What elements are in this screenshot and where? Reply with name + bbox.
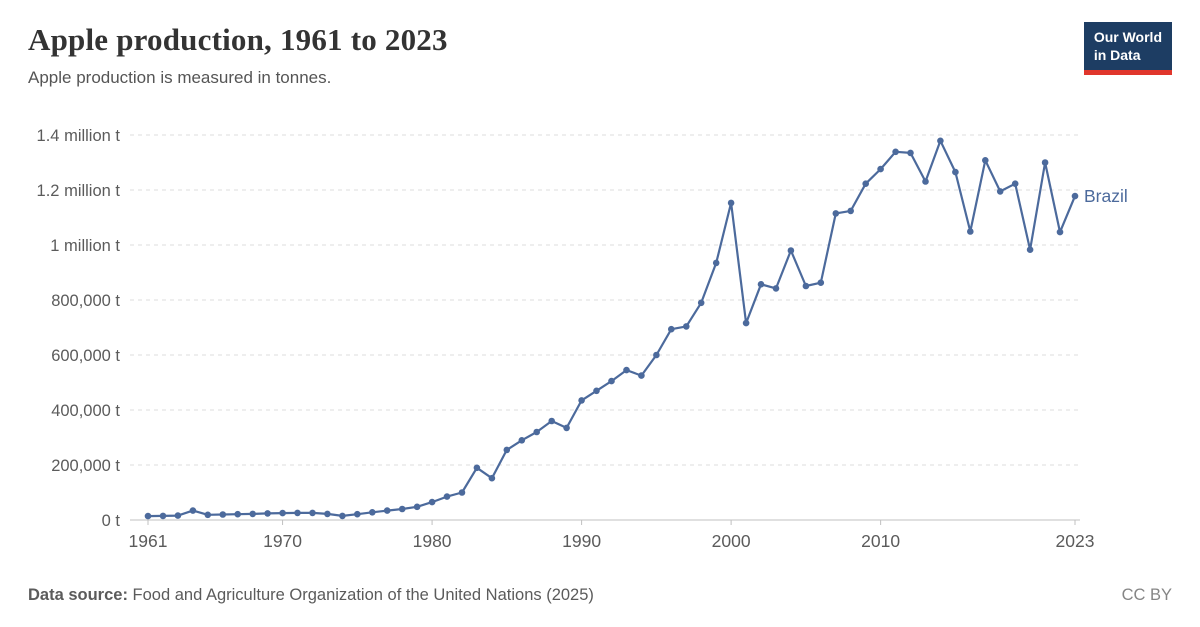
chart-subtitle: Apple production is measured in tonnes. xyxy=(28,68,332,87)
y-axis-label: 1.4 million t xyxy=(37,127,121,145)
data-point xyxy=(1056,228,1064,236)
x-axis-label: 1970 xyxy=(263,531,302,551)
data-source-label: Data source: xyxy=(28,586,128,604)
data-point xyxy=(742,319,750,327)
data-point xyxy=(234,510,241,518)
chart-footer: Data source: Food and Agriculture Organi… xyxy=(28,586,1172,605)
data-point xyxy=(922,178,929,185)
data-point xyxy=(458,489,466,496)
data-point xyxy=(294,509,301,517)
data-point xyxy=(369,509,376,516)
data-point xyxy=(144,512,152,520)
x-axis-label: 2010 xyxy=(861,531,900,551)
owid-logo-line1: Our World xyxy=(1093,29,1162,45)
series-label-brazil: Brazil xyxy=(1084,186,1128,206)
data-point xyxy=(787,247,795,254)
y-axis-label: 1.2 million t xyxy=(37,182,121,200)
data-point xyxy=(324,510,331,518)
data-point xyxy=(383,507,391,514)
data-point xyxy=(967,228,974,235)
data-point xyxy=(503,446,511,454)
data-point xyxy=(428,498,436,506)
owid-logo[interactable]: Our World in Data xyxy=(1083,22,1172,75)
data-point xyxy=(1011,180,1019,187)
data-source: Data source: Food and Agriculture Organi… xyxy=(28,586,594,605)
data-point xyxy=(578,397,585,404)
data-point xyxy=(892,148,899,156)
data-source-text: Food and Agriculture Organization of the… xyxy=(132,586,594,604)
x-axis-label: 1961 xyxy=(129,531,168,551)
data-point xyxy=(443,493,451,500)
data-point xyxy=(473,464,481,472)
y-axis-label: 200,000 t xyxy=(51,457,120,475)
data-point xyxy=(189,507,197,514)
data-point xyxy=(309,509,316,517)
data-point xyxy=(712,259,720,267)
data-point xyxy=(264,510,271,517)
data-point xyxy=(937,137,944,145)
data-point xyxy=(219,511,227,518)
chart-title: Apple production, 1961 to 2023 xyxy=(28,22,448,57)
data-point xyxy=(982,157,989,164)
data-point xyxy=(727,199,735,207)
x-axis-label: 2000 xyxy=(712,531,751,551)
data-point xyxy=(279,509,286,517)
chart-header: Apple production, 1961 to 2023 Apple pro… xyxy=(28,22,1060,88)
x-axis-label: 2023 xyxy=(1056,531,1095,551)
data-point xyxy=(518,437,526,444)
data-point xyxy=(757,281,765,288)
data-point xyxy=(907,149,914,157)
y-axis-label: 400,000 t xyxy=(51,402,120,420)
license-link[interactable]: CC BY xyxy=(1121,586,1172,604)
data-point xyxy=(413,503,421,511)
data-point xyxy=(488,474,496,482)
data-point xyxy=(697,299,705,307)
data-line-brazil xyxy=(146,139,1077,518)
data-point xyxy=(548,417,555,425)
data-point xyxy=(339,512,346,520)
data-point xyxy=(533,428,540,436)
y-axis-label: 600,000 t xyxy=(51,347,120,365)
y-axis-label: 0 t xyxy=(102,512,121,530)
data-point xyxy=(159,512,167,520)
data-point xyxy=(877,165,884,173)
data-point xyxy=(1071,192,1079,200)
y-axis-label: 800,000 t xyxy=(51,292,120,310)
data-point xyxy=(772,285,780,292)
data-point xyxy=(653,351,660,359)
data-point xyxy=(847,207,854,215)
data-point xyxy=(1041,159,1049,166)
owid-logo-line2: in Data xyxy=(1093,46,1141,63)
x-axis-label: 1980 xyxy=(413,531,452,551)
data-point xyxy=(802,282,810,290)
data-point xyxy=(817,279,825,286)
data-point xyxy=(1026,246,1034,253)
data-point xyxy=(996,188,1004,195)
data-point xyxy=(398,505,406,513)
data-point xyxy=(668,325,675,333)
data-point xyxy=(354,510,361,518)
data-point xyxy=(832,210,840,217)
data-point xyxy=(608,377,615,385)
x-axis-label: 1990 xyxy=(562,531,601,551)
data-point xyxy=(683,323,690,330)
data-point xyxy=(174,512,182,519)
data-point xyxy=(623,366,630,374)
data-point xyxy=(563,424,570,432)
data-point xyxy=(862,180,869,187)
line-chart-canvas: 0 t 200,000 t 400,000 t 600,000 t 800,000 t 1… xyxy=(37,127,1128,551)
data-point xyxy=(249,510,256,518)
data-point xyxy=(952,168,959,176)
data-point xyxy=(204,511,212,519)
y-axis-label: 1 million t xyxy=(50,237,120,255)
data-point xyxy=(638,372,645,379)
data-point xyxy=(593,387,600,395)
